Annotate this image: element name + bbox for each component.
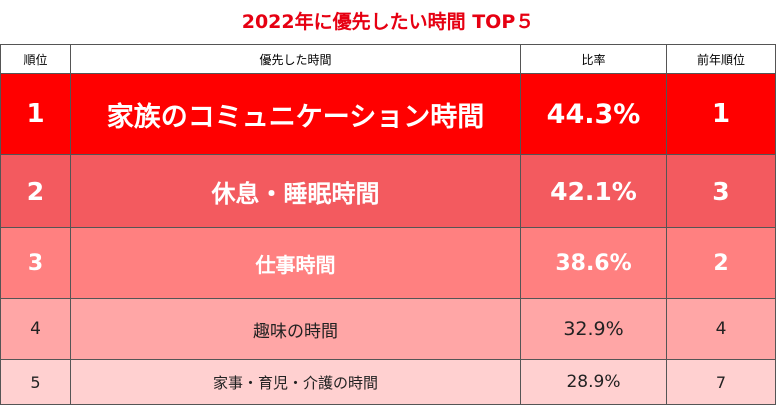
prev-rank-cell: 4	[666, 298, 776, 360]
prev-rank-cell: 2	[666, 227, 776, 299]
item-cell: 仕事時間	[70, 227, 521, 299]
percent-cell: 28.9%	[520, 359, 667, 405]
prev-rank-cell: 1	[666, 73, 776, 155]
rank-cell: 2	[0, 154, 71, 228]
rank-cell: 4	[0, 298, 71, 360]
percent-cell: 38.6%	[520, 227, 667, 299]
ranking-table: 順位 優先した時間 比率 前年順位 1 家族のコミュニケーション時間 44.3%…	[0, 44, 776, 405]
chart-title: 2022年に優先したい時間 TOP５	[241, 11, 535, 33]
rank-cell: 1	[0, 73, 71, 155]
percent-cell: 44.3%	[520, 73, 667, 155]
rank-cell: 3	[0, 227, 71, 299]
item-cell: 家族のコミュニケーション時間	[70, 73, 521, 155]
prev-rank-cell: 7	[666, 359, 776, 405]
item-cell: 趣味の時間	[70, 298, 521, 360]
rank-cell: 5	[0, 359, 71, 405]
table-row: 2 休息・睡眠時間 42.1% 3	[0, 154, 776, 228]
header-percent: 比率	[520, 44, 667, 74]
table-row: 1 家族のコミュニケーション時間 44.3% 1	[0, 73, 776, 155]
item-cell: 家事・育児・介護の時間	[70, 359, 521, 405]
percent-cell: 32.9%	[520, 298, 667, 360]
prev-rank-cell: 3	[666, 154, 776, 228]
table-row: 4 趣味の時間 32.9% 4	[0, 298, 776, 360]
percent-cell: 42.1%	[520, 154, 667, 228]
header-rank: 順位	[0, 44, 71, 74]
table-row: 5 家事・育児・介護の時間 28.9% 7	[0, 359, 776, 405]
table-row: 3 仕事時間 38.6% 2	[0, 227, 776, 299]
header-prev-rank: 前年順位	[666, 44, 776, 74]
header-item: 優先した時間	[70, 44, 521, 74]
header-row: 順位 優先した時間 比率 前年順位	[0, 44, 776, 74]
item-cell: 休息・睡眠時間	[70, 154, 521, 228]
